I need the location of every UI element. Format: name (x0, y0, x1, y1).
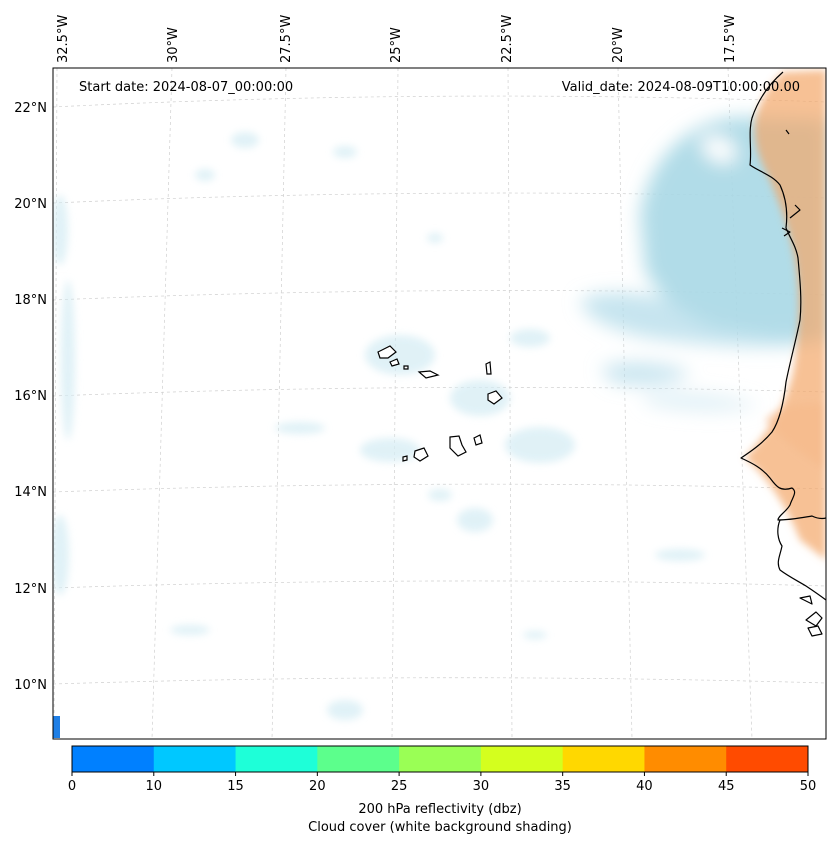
colorbar-segment (562, 746, 645, 772)
colorbar-tick-label: 25 (391, 779, 408, 794)
lon-label-20w: 20°W (611, 27, 626, 63)
land-reflectivity-shading (745, 70, 826, 560)
lat-label-16n: 16°N (14, 389, 47, 404)
colorbar-segment (153, 746, 237, 772)
colorbar-segment (480, 746, 564, 772)
colorbar-tick-label: 35 (554, 779, 571, 794)
lon-label-17-5w: 17.5°W (723, 15, 738, 63)
lat-label-22n: 22°N (14, 101, 47, 116)
colorbar-tick-label: 40 (636, 779, 653, 794)
colorbar-segment (317, 746, 400, 772)
lon-label-22-5w: 22.5°W (500, 15, 515, 63)
map-frame (52, 67, 827, 740)
lon-label-32-5w: 32.5°W (56, 15, 71, 63)
lat-label-14n: 14°N (14, 485, 47, 500)
lat-label-20n: 20°N (14, 197, 47, 212)
colorbar-segment (726, 746, 809, 772)
faint-cloud-patches (53, 132, 705, 720)
colorbar-subtitle: Cloud cover (white background shading) (308, 820, 572, 835)
latitude-gridlines (53, 95, 826, 685)
longitude-gridlines (53, 68, 753, 739)
colorbar-tick-label: 0 (68, 779, 76, 794)
colorbar-segment (72, 746, 155, 772)
cape-verde-islands (377, 345, 503, 462)
colorbar-segment (399, 746, 482, 772)
guinea-coastline (777, 519, 826, 601)
lon-label-30w: 30°W (166, 27, 181, 63)
lat-label-18n: 18°N (14, 293, 47, 308)
colorbar: 0 10 15 20 25 30 35 40 45 50 (68, 745, 817, 794)
start-date-label: Start date: 2024-08-07_00:00:00 (79, 80, 293, 95)
lat-label-12n: 12°N (14, 582, 47, 597)
longitude-labels: 32.5°W 30°W 27.5°W 25°W 22.5°W 20°W 17.5… (56, 15, 738, 63)
colorbar-title: 200 hPa reflectivity (dbz) (358, 802, 521, 817)
valid-date-label: Valid_date: 2024-08-09T10:00:00.00 (562, 80, 800, 95)
colorbar-segment (235, 746, 318, 772)
lon-label-27-5w: 27.5°W (279, 15, 294, 63)
lon-label-25w: 25°W (389, 27, 404, 63)
colorbar-tick-label: 30 (473, 779, 490, 794)
colorbar-tick-label: 10 (146, 779, 163, 794)
africa-coastline (740, 71, 826, 521)
colorbar-tick-label: 20 (309, 779, 326, 794)
reflectivity-patch (53, 716, 60, 738)
colorbar-tick-label: 50 (800, 779, 817, 794)
colorbar-tick-label: 15 (227, 779, 244, 794)
colorbar-segment (644, 746, 727, 772)
colorbar-frame (71, 745, 809, 773)
colorbar-tick-label: 45 (718, 779, 735, 794)
latitude-labels: 22°N 20°N 18°N 16°N 14°N 12°N 10°N (14, 101, 47, 693)
lat-label-10n: 10°N (14, 678, 47, 693)
